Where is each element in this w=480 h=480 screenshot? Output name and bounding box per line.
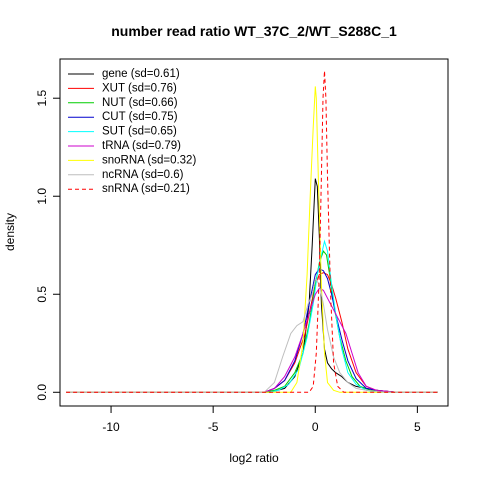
legend-label: NUT (sd=0.66) [102, 97, 178, 109]
series-line-6 [66, 86, 438, 393]
series-line-0 [66, 178, 438, 393]
x-tick-label: 5 [414, 420, 421, 434]
legend-label: tRNA (sd=0.79) [102, 140, 181, 152]
legend-label: gene (sd=0.61) [102, 68, 180, 80]
legend-label: ncRNA (sd=0.6) [102, 169, 184, 181]
series-line-3 [66, 268, 438, 393]
x-axis: -10 -5 0 5 [102, 405, 421, 434]
series-line-2 [66, 250, 438, 393]
series-layer [66, 70, 438, 393]
legend-label: XUT (sd=0.76) [102, 82, 177, 94]
y-tick-label: 1.5 [35, 90, 49, 107]
chart-title: number read ratio WT_37C_2/WT_S288C_1 [111, 23, 397, 39]
x-tick-label: -5 [208, 420, 219, 434]
y-tick-label: 1.0 [35, 188, 49, 205]
series-line-7 [66, 277, 438, 393]
y-axis: 0.0 0.5 1.0 1.5 [35, 90, 61, 401]
legend-label: SUT (sd=0.65) [102, 126, 177, 138]
x-tick-label: 0 [312, 420, 319, 434]
legend: gene (sd=0.61) XUT (sd=0.76) NUT (sd=0.66)… [68, 68, 196, 195]
legend-label: CUT (sd=0.75) [102, 111, 178, 123]
x-tick-label: -10 [102, 420, 120, 434]
series-line-5 [66, 287, 438, 393]
y-tick-label: 0.5 [35, 286, 49, 303]
series-line-1 [66, 272, 438, 393]
x-axis-label: log2 ratio [229, 451, 279, 465]
legend-label: snoRNA (sd=0.32) [102, 154, 196, 166]
y-axis-label: density [3, 213, 17, 251]
legend-label: snRNA (sd=0.21) [102, 183, 190, 195]
y-tick-label: 0.0 [35, 384, 49, 401]
series-line-8 [66, 70, 438, 393]
series-line-4 [66, 239, 438, 393]
